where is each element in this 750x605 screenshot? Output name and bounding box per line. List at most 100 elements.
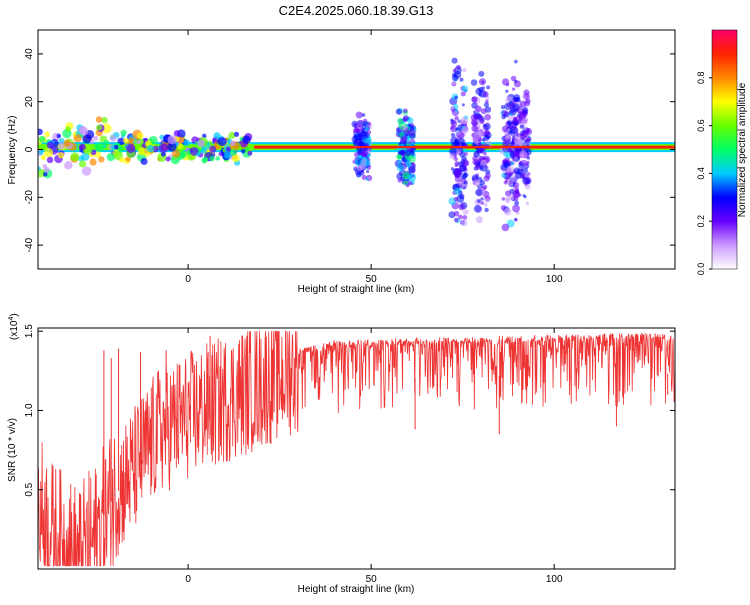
spectrum-blob	[480, 159, 488, 167]
spectrum-blob	[38, 150, 44, 156]
spectrum-blob	[395, 108, 402, 115]
spectrum-blob	[516, 133, 521, 138]
spectrum-blob	[463, 148, 467, 152]
snr-y-label: SNR (10 * v/v)	[7, 418, 18, 482]
spectrum-blob	[483, 102, 490, 108]
spectrum-blob	[42, 164, 48, 169]
spectrum-blob	[64, 161, 73, 170]
spectrum-blob	[106, 152, 116, 162]
spectrum-blob	[478, 70, 485, 77]
spectrum-blob	[501, 223, 510, 232]
spectrum-blob	[363, 132, 370, 139]
spectrum-blob	[240, 148, 246, 154]
spectrum-blob	[503, 208, 512, 216]
spectrum-blob	[212, 138, 217, 143]
spectrum-blob	[402, 171, 410, 180]
spectrum-blob	[355, 111, 363, 119]
spectrum-blob	[63, 139, 71, 147]
spectrum-blob	[457, 137, 465, 145]
spectrum-blob	[525, 201, 530, 206]
spectrum-blob	[470, 79, 478, 86]
spectrum-blob	[454, 168, 462, 177]
spectrum-blob	[179, 150, 187, 159]
spectrum-blob	[165, 156, 171, 162]
spectrum-blob	[453, 217, 459, 223]
snr-x-tick-label: 0	[185, 574, 191, 585]
spectrum-blob	[475, 216, 483, 224]
spectrum-blob	[44, 147, 54, 158]
spectrum-blob	[402, 124, 408, 131]
spectrum-blob	[458, 203, 466, 211]
snr-y-tick-label: 0.5	[24, 482, 35, 496]
spectrum-blob	[462, 215, 468, 220]
spectrum-blob	[472, 110, 477, 114]
snr-panel: 0 50 100 0.5 1.0 1.5 Height of straight line …	[7, 313, 676, 595]
spectrum-blob	[183, 139, 190, 147]
spectrum-blob	[357, 132, 362, 137]
colorbar-tick-label: 0.8	[696, 72, 706, 85]
spectrum-blob	[43, 172, 48, 177]
spectrum-blob	[502, 141, 508, 148]
spectrum-blob	[449, 153, 456, 160]
spectrum-blob	[230, 148, 237, 156]
spectrum-blob	[93, 135, 99, 141]
spectrum-blob	[483, 123, 491, 131]
spectrum-blob	[38, 128, 43, 136]
spectrum-blob	[397, 129, 401, 133]
colorbar-tick-label: 0.6	[696, 119, 706, 132]
spectrum-blob	[396, 163, 405, 172]
spectrum-blob	[471, 125, 478, 132]
spectrum-blob	[356, 119, 364, 127]
spectrum-blob	[482, 91, 489, 98]
spectrum-blob	[450, 125, 458, 133]
spectrum-blob	[485, 99, 489, 104]
spectrum-blob	[461, 103, 465, 107]
spectrum-blob	[506, 165, 515, 174]
spectrum-blob	[519, 124, 525, 129]
spectrum-blob	[167, 135, 177, 145]
snr-frame	[37, 327, 676, 570]
spectrum-blob	[512, 204, 520, 213]
spectrum-blob	[478, 78, 487, 86]
spectrum-blob	[462, 209, 469, 215]
spectrum-blob	[480, 201, 485, 205]
spectrum-blob	[161, 152, 166, 157]
spectrum-blob	[504, 172, 508, 176]
spectrum-blob	[78, 160, 87, 168]
spectrum-blob	[501, 114, 506, 120]
spectrum-blob	[480, 108, 487, 115]
spectrum-blob	[408, 165, 416, 174]
spectrum-blob	[356, 140, 363, 148]
spectrum-blob	[402, 116, 408, 122]
spectrum-blob	[451, 74, 459, 82]
snr-x-tick-label: 50	[366, 574, 378, 585]
spectrum-blob	[136, 139, 141, 145]
spectrum-blob	[507, 125, 512, 130]
spectrum-blob	[457, 119, 462, 123]
spectrum-blob	[519, 150, 528, 159]
spectrum-blob	[503, 151, 510, 158]
spectrum-blob	[457, 214, 463, 220]
spectrogram-y-tick-label: 0	[24, 146, 35, 152]
spectrum-blob	[358, 162, 367, 170]
spectrum-blob	[525, 138, 530, 143]
spectrum-blob	[128, 137, 135, 144]
spectrum-blob	[126, 143, 136, 153]
spectrum-blob	[524, 173, 529, 178]
spectrum-blob	[46, 141, 55, 149]
spectrum-blob	[515, 171, 523, 179]
spectrum-blob	[196, 152, 201, 157]
spectrum-blob	[453, 187, 462, 196]
spectrum-blob	[81, 166, 92, 176]
spectrum-blob	[518, 162, 525, 169]
colorbar-tick-label: 0.2	[696, 215, 706, 228]
spectrum-blob	[524, 162, 529, 167]
spectrum-blob	[460, 116, 469, 125]
spectrum-blob	[514, 59, 518, 64]
spectrum-blob	[353, 122, 358, 127]
spectrum-blob	[460, 91, 466, 97]
spectrum-blob	[215, 156, 221, 161]
spectrum-blob	[510, 75, 517, 82]
spectrum-blob	[473, 204, 482, 213]
